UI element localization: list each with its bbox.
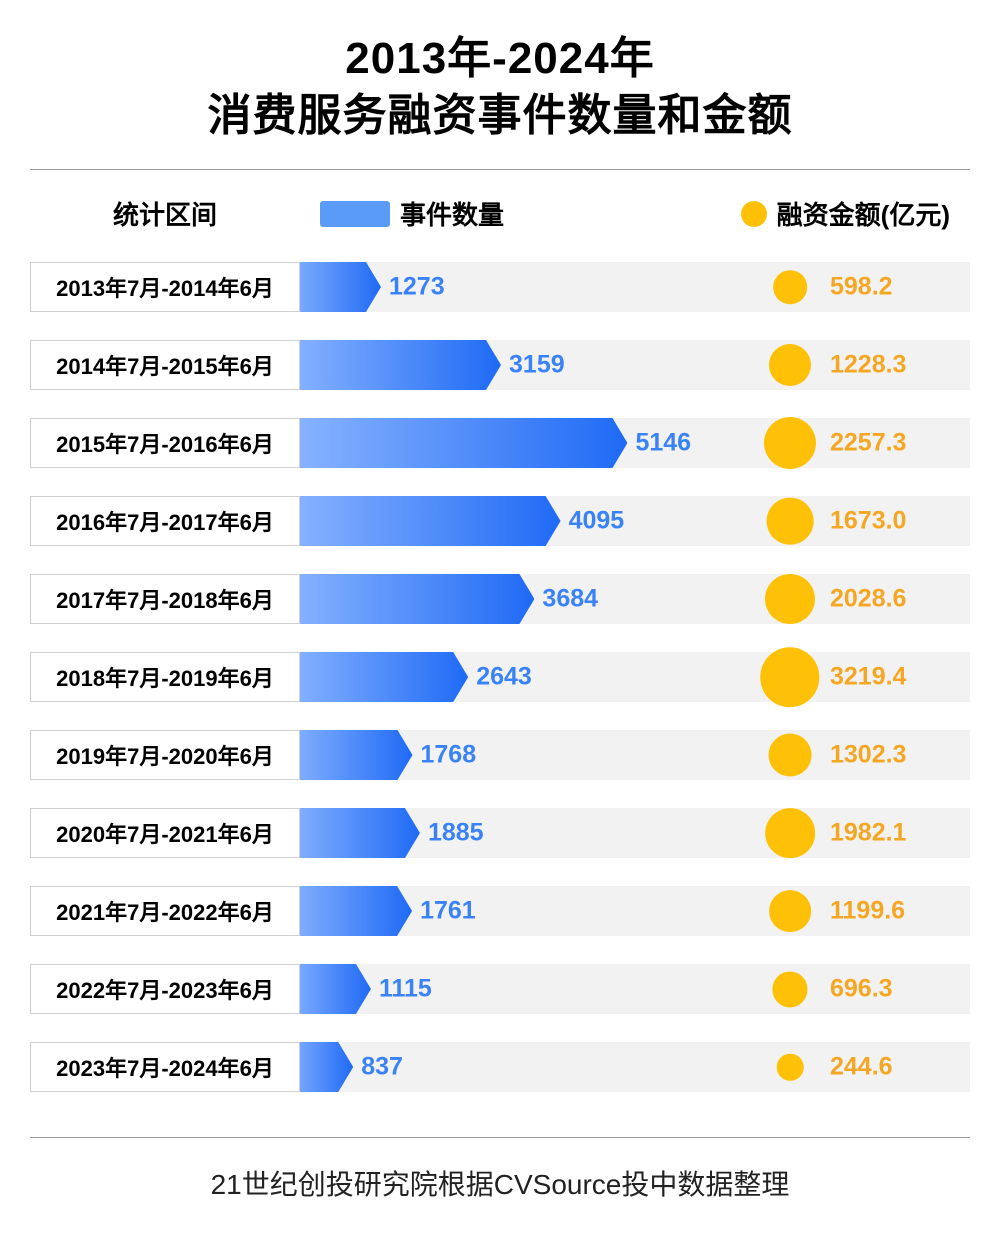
events-value: 1761 [420,897,476,926]
events-swatch [320,201,390,227]
bar-track: 1768 1302.3 [300,730,970,780]
amount-bubble [773,271,807,305]
period-label: 2022年7月-2023年6月 [30,964,300,1014]
chart-row: 2013年7月-2014年6月 1273 598.2 [30,257,970,317]
period-label: 2017年7月-2018年6月 [30,574,300,624]
chart-body: 2013年7月-2014年6月 1273 598.2 2014年7月-2015年6月… [30,257,970,1097]
bar-track: 1761 1199.6 [300,886,970,936]
period-label: 2021年7月-2022年6月 [30,886,300,936]
events-value: 837 [361,1053,403,1082]
bar-track: 2643 3219.4 [300,652,970,702]
period-label: 2015年7月-2016年6月 [30,418,300,468]
chart-row: 2023年7月-2024年6月 837 244.6 [30,1037,970,1097]
events-bar: 1761 [285,886,412,936]
chart-row: 2022年7月-2023年6月 1115 696.3 [30,959,970,1019]
events-bar: 5146 [285,418,627,468]
amount-bubble [772,972,807,1007]
title-line1: 2013年-2024年 [345,34,654,83]
amount-bubble [765,574,815,624]
events-bar: 1885 [285,808,420,858]
events-value: 1273 [389,273,445,302]
amount-bubble [764,417,816,469]
period-label: 2018年7月-2019年6月 [30,652,300,702]
amount-value: 598.2 [830,273,893,302]
events-value: 1768 [421,741,477,770]
amount-value: 2257.3 [830,429,906,458]
amount-value: 1673.0 [830,507,906,536]
bar-track: 1273 598.2 [300,262,970,312]
chart-row: 2021年7月-2022年6月 1761 1199.6 [30,881,970,941]
amount-value: 696.3 [830,975,893,1004]
amount-value: 1228.3 [830,351,906,380]
events-bar: 3684 [285,574,534,624]
divider-top [30,169,970,170]
events-value: 4095 [569,507,625,536]
events-value: 3159 [509,351,565,380]
period-label: 2020年7月-2021年6月 [30,808,300,858]
amount-bubble [767,498,814,545]
chart-row: 2016年7月-2017年6月 4095 1673.0 [30,491,970,551]
events-value: 3684 [542,585,598,614]
title-line2: 消费服务融资事件数量和金额 [208,91,793,140]
period-label: 2019年7月-2020年6月 [30,730,300,780]
events-bar: 3159 [285,340,501,390]
legend-period-header: 统计区间 [30,195,300,232]
bar-track: 4095 1673.0 [300,496,970,546]
legend-events: 事件数量 [320,195,504,232]
bar-track: 3159 1228.3 [300,340,970,390]
amount-bubble [777,1054,804,1081]
footer-source: 21世纪创投研究院根据CVSource投中数据整理 [30,1163,970,1203]
bar-track: 1885 1982.1 [300,808,970,858]
period-label: 2013年7月-2014年6月 [30,262,300,312]
amount-value: 244.6 [830,1053,893,1082]
events-bar: 2643 [285,652,468,702]
period-label: 2014年7月-2015年6月 [30,340,300,390]
bar-track: 837 244.6 [300,1042,970,1092]
bar-track: 3684 2028.6 [300,574,970,624]
amount-bubble [765,809,815,859]
events-value: 1115 [379,975,432,1004]
legend: 统计区间 事件数量 融资金额(亿元) [30,195,970,232]
divider-bottom [30,1137,970,1138]
period-label: 2023年7月-2024年6月 [30,1042,300,1092]
amount-value: 1982.1 [830,819,906,848]
amount-value: 3219.4 [830,663,906,692]
amount-swatch [741,201,767,227]
chart-row: 2014年7月-2015年6月 3159 1228.3 [30,335,970,395]
amount-value: 1302.3 [830,741,906,770]
chart-row: 2017年7月-2018年6月 3684 2028.6 [30,569,970,629]
legend-amount-label: 融资金额(亿元) [777,195,950,232]
events-value: 5146 [635,429,691,458]
chart-row: 2019年7月-2020年6月 1768 1302.3 [30,725,970,785]
amount-value: 1199.6 [830,897,905,926]
bar-track: 5146 2257.3 [300,418,970,468]
amount-bubble [760,648,819,707]
legend-events-label: 事件数量 [400,195,504,232]
chart-row: 2015年7月-2016年6月 5146 2257.3 [30,413,970,473]
chart-row: 2018年7月-2019年6月 2643 3219.4 [30,647,970,707]
amount-bubble [769,891,811,933]
bar-track: 1115 696.3 [300,964,970,1014]
events-value: 2643 [476,663,532,692]
events-bar: 1768 [285,730,413,780]
events-value: 1885 [428,819,484,848]
amount-bubble [769,344,811,386]
chart-title: 2013年-2024年 消费服务融资事件数量和金额 [30,30,970,144]
period-label: 2016年7月-2017年6月 [30,496,300,546]
amount-value: 2028.6 [830,585,906,614]
legend-amount: 融资金额(亿元) [741,195,950,232]
chart-row: 2020年7月-2021年6月 1885 1982.1 [30,803,970,863]
amount-bubble [769,734,812,777]
events-bar: 4095 [285,496,561,546]
